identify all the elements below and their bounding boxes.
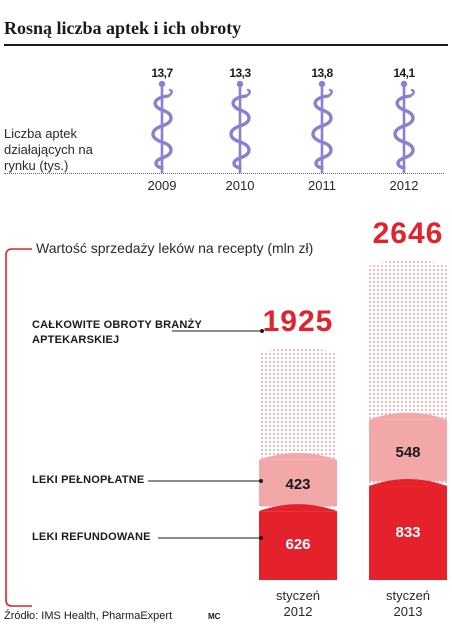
leader-fullprice-dot bbox=[259, 479, 263, 483]
pharmacy-count-value: 13,7 bbox=[151, 66, 173, 80]
bar-fullprice-top bbox=[369, 412, 447, 420]
bar-year-label: 2012 bbox=[283, 604, 313, 619]
pharmacy-count-value: 13,3 bbox=[229, 66, 251, 80]
bar-month-label: styczeń bbox=[275, 588, 321, 603]
bar-fullprice-label: 423 bbox=[285, 476, 311, 494]
bar-total-top bbox=[259, 346, 337, 354]
bar-year-label: 2013 bbox=[393, 604, 423, 619]
pharmacy-year-label: 2010 bbox=[225, 178, 255, 193]
caduceus-icon bbox=[229, 80, 251, 173]
bar-refunded-top bbox=[259, 504, 337, 512]
bar-fullprice-top bbox=[259, 452, 337, 460]
bar-refunded bbox=[369, 486, 447, 580]
source-note: Źródło: IMS Health, PharmaExpert bbox=[4, 610, 173, 622]
pharmacy-count-label: Liczba aptek działających na rynku (tys.… bbox=[4, 126, 93, 173]
title-rule bbox=[4, 44, 448, 46]
pharmacy-year-label: 2012 bbox=[389, 178, 419, 193]
leader-refunded-dot bbox=[259, 536, 263, 540]
pharmacy-count-value: 13,8 bbox=[311, 66, 333, 80]
bar-refunded-label: 626 bbox=[285, 536, 311, 554]
caduceus-icon bbox=[311, 80, 333, 173]
bar-fullprice-label: 548 bbox=[395, 443, 421, 461]
bar-total-top bbox=[369, 259, 447, 267]
bar-month-label: styczeń bbox=[385, 588, 431, 603]
leader-total-dot bbox=[260, 329, 264, 333]
bar-fullprice bbox=[369, 419, 447, 482]
sales-title: Wartość sprzedaży leków na recepty (mln … bbox=[36, 240, 314, 256]
bar-total-label: 1925 bbox=[262, 304, 334, 338]
chart-title: Rosną liczba aptek i ich obroty bbox=[4, 18, 242, 38]
pharmacy-count-value: 14,1 bbox=[393, 66, 415, 80]
legend-fullprice-drugs: LEKI PEŁNOPŁATNE bbox=[32, 474, 145, 486]
pharmacy-year-label: 2009 bbox=[147, 178, 177, 193]
caduceus-icon bbox=[151, 80, 173, 173]
baseline-dotted-line bbox=[4, 173, 444, 174]
bar-refunded-label: 833 bbox=[395, 523, 421, 541]
legend-refunded-drugs: LEKI REFUNDOWANE bbox=[32, 531, 151, 543]
bar-refunded bbox=[259, 511, 337, 580]
bar-refunded-top bbox=[369, 479, 447, 487]
bar-fullprice bbox=[259, 459, 337, 507]
caduceus-icon bbox=[393, 80, 415, 173]
author-initials: MC bbox=[208, 612, 221, 621]
legend-total-sales: CAŁKOWITE OBROTY BRANŻY APTEKARSKIEJ bbox=[32, 319, 202, 346]
pharmacy-year-label: 2011 bbox=[308, 178, 336, 193]
bar-total-label: 2646 bbox=[372, 217, 444, 251]
